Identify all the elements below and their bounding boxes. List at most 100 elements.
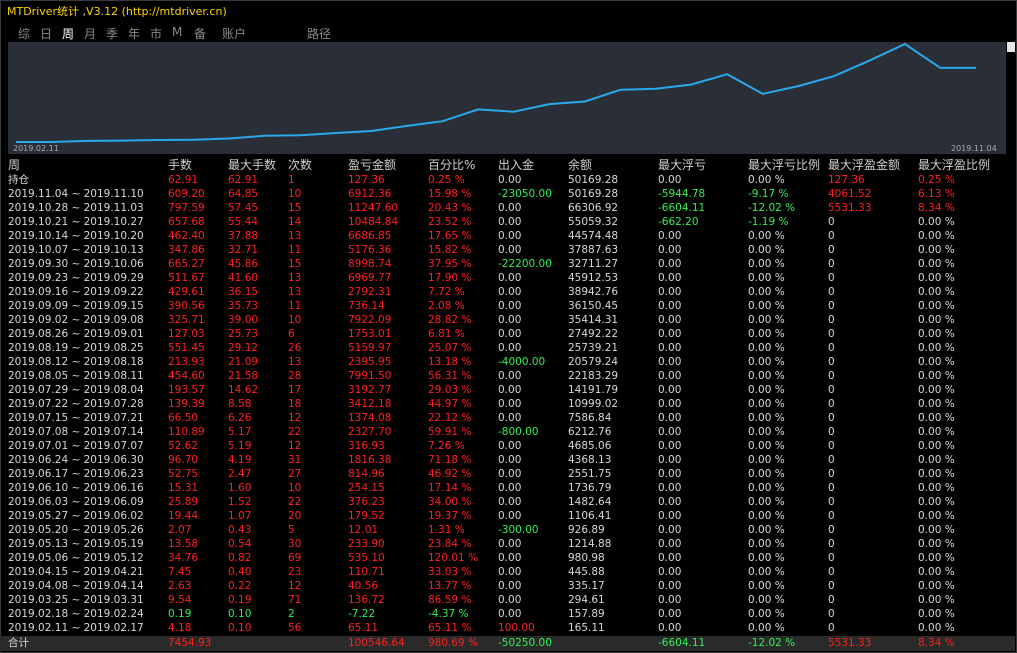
flow-cell: 0.00 <box>498 328 522 340</box>
header-max-profit-cell[interactable]: 最大浮盈金额 <box>828 158 901 172</box>
tab-2[interactable]: 周 <box>62 27 75 41</box>
table-row[interactable]: 2019.05.06 ~ 2019.05.12 34.76 0.82 69 535.10… <box>0 551 1015 565</box>
table-row[interactable]: 持仓 62.91 62.91 1 127.36 0.25 % 0.00 50169.28 0.0… <box>0 173 1015 187</box>
table-row[interactable]: 2019.09.16 ~ 2019.09.22 429.61 36.15 13 2792… <box>0 285 1015 299</box>
table-row[interactable]: 2019.10.14 ~ 2019.10.20 462.40 37.88 13 6686… <box>0 229 1015 243</box>
tab-4[interactable]: 季 <box>106 27 119 41</box>
name-cell: 2019.07.22 ~ 2019.07.28 <box>8 398 144 410</box>
table-row[interactable]: 2019.11.04 ~ 2019.11.10 609.20 64.85 10 6912… <box>0 187 1015 201</box>
max-profit-pct-cell: 0.00 % <box>918 524 955 536</box>
lots-cell: 2.07 <box>168 524 192 536</box>
table-row[interactable]: 2019.08.12 ~ 2019.08.18 213.93 21.09 13 2395… <box>0 355 1015 369</box>
tab-7[interactable]: M <box>172 25 183 39</box>
name-cell: 2019.06.17 ~ 2019.06.23 <box>8 468 144 480</box>
tab-5[interactable]: 年 <box>128 27 141 41</box>
flow-cell: 0.00 <box>498 412 522 424</box>
total-max-profit-pct-cell: 8.34 % <box>918 637 955 649</box>
table-row[interactable]: 2019.04.15 ~ 2019.04.21 7.45 0.40 23 110.71 3… <box>0 565 1015 579</box>
max-profit-cell: 0 <box>828 258 835 270</box>
balance-cell: 6212.76 <box>568 426 612 438</box>
header-pct-cell[interactable]: 百分比% <box>428 158 476 172</box>
max-loss-pct-cell: 0.00 % <box>748 342 785 354</box>
pnl-cell: 5176.36 <box>348 244 392 256</box>
table-row[interactable]: 2019.09.30 ~ 2019.10.06 665.27 45.86 15 8998… <box>0 257 1015 271</box>
header-flow-cell[interactable]: 出入金 <box>498 158 535 172</box>
table-row[interactable]: 2019.06.03 ~ 2019.06.09 25.89 1.52 22 376.23… <box>0 495 1015 509</box>
header-max-profit-pct-cell[interactable]: 最大浮盈比例 <box>918 158 991 172</box>
tab-account[interactable]: 账户 <box>222 27 247 41</box>
header-balance-cell[interactable]: 余额 <box>568 158 593 172</box>
header-name-cell[interactable]: 周 <box>8 158 21 172</box>
tab-6[interactable]: 市 <box>150 27 163 41</box>
balance-cell: 2551.75 <box>568 468 612 480</box>
max-profit-cell: 0 <box>828 426 835 438</box>
table-row[interactable]: 2019.02.18 ~ 2019.02.24 0.19 0.10 2 -7.22 -4.… <box>0 607 1015 621</box>
max-profit-cell: 0 <box>828 328 835 340</box>
max-loss-cell: 0.00 <box>658 496 682 508</box>
table-row[interactable]: 2019.09.09 ~ 2019.09.15 390.56 35.73 11 736.… <box>0 299 1015 313</box>
tab-3[interactable]: 月 <box>84 27 97 41</box>
table-row[interactable]: 2019.10.07 ~ 2019.10.13 347.86 32.71 11 5176… <box>0 243 1015 257</box>
balance-cell: 1106.41 <box>568 510 612 522</box>
table-row[interactable]: 2019.10.28 ~ 2019.11.03 797.59 57.45 15 1124… <box>0 201 1015 215</box>
pct-cell: 1.31 % <box>428 524 465 536</box>
table-row[interactable]: 2019.06.17 ~ 2019.06.23 52.75 2.47 27 814.96… <box>0 467 1015 481</box>
table-row[interactable]: 2019.09.02 ~ 2019.09.08 325.71 39.00 10 7922… <box>0 313 1015 327</box>
balance-cell: 7586.84 <box>568 412 612 424</box>
scrollbar-thumb[interactable] <box>1007 42 1015 52</box>
table-row[interactable]: 2019.07.01 ~ 2019.07.07 52.62 5.19 12 316.93… <box>0 439 1015 453</box>
balance-cell: 55059.32 <box>568 216 619 228</box>
tab-0[interactable]: 综 <box>18 27 31 41</box>
max-profit-cell: 0 <box>828 356 835 368</box>
path-label[interactable]: 路径 <box>307 27 332 41</box>
table-row[interactable]: 2019.06.10 ~ 2019.06.16 15.31 1.60 10 254.15… <box>0 481 1015 495</box>
table-row[interactable]: 2019.07.29 ~ 2019.08.04 193.57 14.62 17 3192… <box>0 383 1015 397</box>
table-row[interactable]: 2019.04.08 ~ 2019.04.14 2.63 0.22 12 40.56 13… <box>0 579 1015 593</box>
balance-cell: 36150.45 <box>568 300 619 312</box>
lots-cell: 193.57 <box>168 384 205 396</box>
total-flow-cell: -50250.00 <box>498 637 552 649</box>
header-max-loss-cell[interactable]: 最大浮亏 <box>658 158 707 172</box>
count-cell: 10 <box>288 314 302 326</box>
table-row[interactable]: 2019.07.15 ~ 2019.07.21 66.50 6.26 12 1374.0… <box>0 411 1015 425</box>
table-row[interactable]: 2019.05.20 ~ 2019.05.26 2.07 0.43 5 12.01 1.3… <box>0 523 1015 537</box>
max-profit-cell: 0 <box>828 454 835 466</box>
pnl-cell: 376.23 <box>348 496 385 508</box>
tab-8[interactable]: 备 <box>194 27 207 41</box>
header-count-cell[interactable]: 次数 <box>288 158 313 172</box>
header-lots-cell[interactable]: 手数 <box>168 158 193 172</box>
tab-1[interactable]: 日 <box>40 27 53 41</box>
max-loss-pct-cell: -9.17 % <box>748 188 789 200</box>
table-row[interactable]: 2019.03.25 ~ 2019.03.31 9.54 0.19 71 136.72 8… <box>0 593 1015 607</box>
header-max-lots-cell[interactable]: 最大手数 <box>228 158 277 172</box>
table-row[interactable]: 2019.08.26 ~ 2019.09.01 127.03 25.73 6 1753.… <box>0 327 1015 341</box>
table-row[interactable]: 2019.10.21 ~ 2019.10.27 657.68 55.44 14 1048… <box>0 215 1015 229</box>
max-profit-pct-cell: 0.00 % <box>918 580 955 592</box>
max-profit-cell: 0 <box>828 580 835 592</box>
max-loss-pct-cell: 0.00 % <box>748 174 785 186</box>
table-row[interactable]: 2019.08.05 ~ 2019.08.11 454.60 21.58 28 7991… <box>0 369 1015 383</box>
count-cell: 1 <box>288 174 295 186</box>
table-row[interactable]: 2019.06.24 ~ 2019.06.30 96.70 4.19 31 1816.3… <box>0 453 1015 467</box>
table-row[interactable]: 2019.08.19 ~ 2019.08.25 551.45 29.12 26 5159… <box>0 341 1015 355</box>
max-loss-cell: 0.00 <box>658 230 682 242</box>
table-row[interactable]: 2019.07.08 ~ 2019.07.14 110.89 5.17 22 2327.… <box>0 425 1015 439</box>
table-row[interactable]: 2019.09.23 ~ 2019.09.29 511.67 41.60 13 6969… <box>0 271 1015 285</box>
max-loss-cell: 0.00 <box>658 314 682 326</box>
max-profit-cell: 0 <box>828 440 835 452</box>
max-profit-pct-cell: 0.00 % <box>918 244 955 256</box>
header-pnl-cell[interactable]: 盈亏金额 <box>348 158 397 172</box>
table-row[interactable]: 2019.05.13 ~ 2019.05.19 13.58 0.54 30 233.90… <box>0 537 1015 551</box>
header-max-loss-pct-cell[interactable]: 最大浮亏比例 <box>748 158 821 172</box>
name-cell: 2019.05.20 ~ 2019.05.26 <box>8 524 144 536</box>
max-profit-pct-cell: 0.00 % <box>918 370 955 382</box>
max-profit-cell: 0 <box>828 566 835 578</box>
max-profit-pct-cell: 0.00 % <box>918 510 955 522</box>
table-row[interactable]: 2019.02.11 ~ 2019.02.17 4.18 0.10 56 65.11 65… <box>0 621 1015 635</box>
name-cell: 2019.08.26 ~ 2019.09.01 <box>8 328 144 340</box>
table-row[interactable]: 2019.05.27 ~ 2019.06.02 19.44 1.07 20 179.52… <box>0 509 1015 523</box>
count-cell: 20 <box>288 510 302 522</box>
table-row[interactable]: 2019.07.22 ~ 2019.07.28 139.39 8.58 18 3412.… <box>0 397 1015 411</box>
max-loss-pct-cell: 0.00 % <box>748 608 785 620</box>
max-profit-cell: 0 <box>828 608 835 620</box>
